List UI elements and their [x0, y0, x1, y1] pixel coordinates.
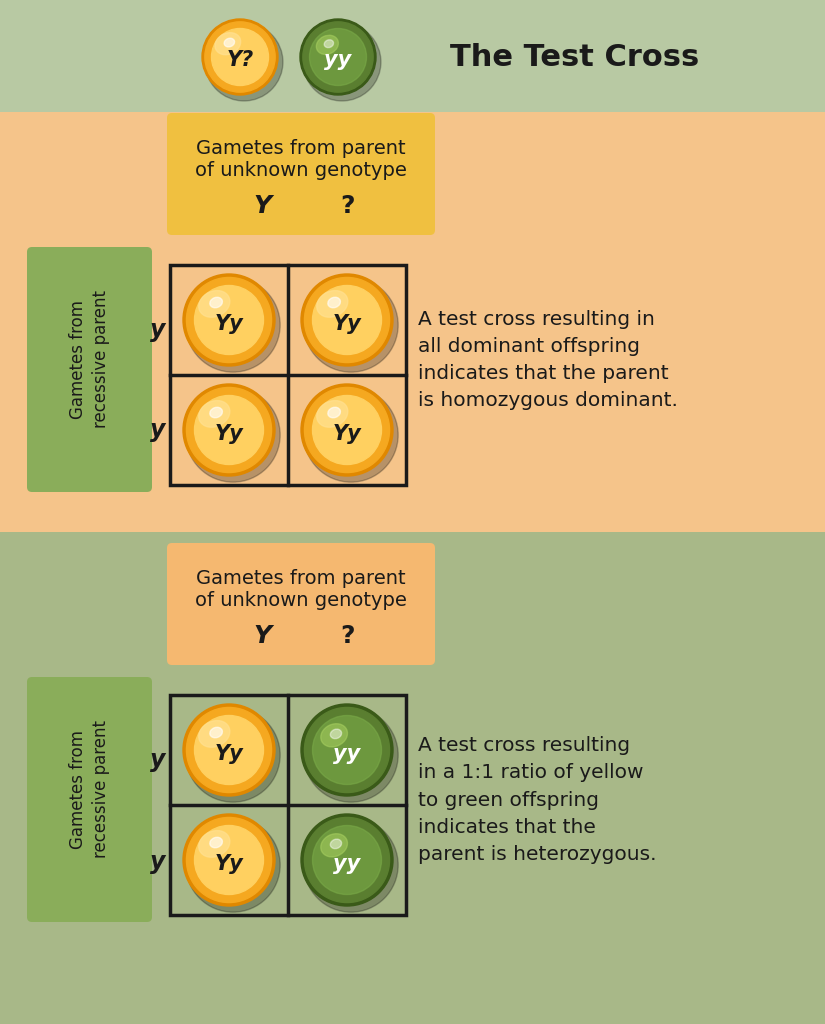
Ellipse shape: [210, 297, 223, 308]
Text: Gametes from parent: Gametes from parent: [196, 138, 406, 158]
Ellipse shape: [303, 22, 373, 92]
Ellipse shape: [330, 729, 342, 738]
Text: yy: yy: [324, 50, 351, 70]
Text: Gametes from
recessive parent: Gametes from recessive parent: [68, 721, 111, 858]
FancyBboxPatch shape: [0, 532, 825, 1024]
Ellipse shape: [215, 33, 241, 54]
Ellipse shape: [186, 817, 271, 902]
Text: Y?: Y?: [226, 50, 253, 70]
Text: Y: Y: [253, 624, 271, 648]
Ellipse shape: [183, 274, 275, 366]
Text: ?: ?: [340, 194, 355, 218]
Ellipse shape: [210, 727, 223, 737]
Ellipse shape: [317, 291, 348, 317]
Ellipse shape: [301, 705, 393, 796]
Ellipse shape: [313, 825, 381, 895]
Ellipse shape: [304, 818, 398, 912]
Text: yy: yy: [333, 743, 361, 764]
Text: Yy: Yy: [214, 854, 243, 873]
Ellipse shape: [316, 35, 338, 54]
Ellipse shape: [186, 708, 280, 802]
Text: y: y: [150, 850, 166, 874]
Ellipse shape: [313, 716, 381, 784]
Ellipse shape: [303, 24, 381, 101]
Ellipse shape: [211, 29, 268, 85]
Ellipse shape: [195, 395, 263, 465]
Ellipse shape: [224, 38, 234, 47]
Ellipse shape: [210, 408, 223, 418]
Text: Yy: Yy: [332, 313, 361, 334]
Ellipse shape: [304, 817, 389, 902]
FancyBboxPatch shape: [167, 113, 435, 234]
Text: yy: yy: [333, 854, 361, 873]
Text: Yy: Yy: [332, 424, 361, 443]
Ellipse shape: [195, 825, 263, 895]
Text: Yy: Yy: [214, 424, 243, 443]
Ellipse shape: [195, 716, 263, 784]
Ellipse shape: [301, 814, 393, 906]
Text: Gametes from
recessive parent: Gametes from recessive parent: [68, 291, 111, 428]
Ellipse shape: [301, 274, 393, 366]
Ellipse shape: [183, 814, 275, 906]
Ellipse shape: [202, 19, 278, 95]
Text: of unknown genotype: of unknown genotype: [195, 591, 407, 609]
Text: Yy: Yy: [214, 743, 243, 764]
Ellipse shape: [186, 278, 280, 372]
FancyBboxPatch shape: [27, 247, 152, 492]
Ellipse shape: [195, 286, 263, 354]
Ellipse shape: [210, 838, 223, 848]
Ellipse shape: [324, 40, 333, 48]
Ellipse shape: [330, 839, 342, 849]
Ellipse shape: [300, 19, 376, 95]
Ellipse shape: [186, 387, 271, 472]
Text: The Test Cross: The Test Cross: [450, 43, 700, 72]
FancyBboxPatch shape: [27, 677, 152, 922]
Text: y: y: [150, 748, 166, 772]
Ellipse shape: [183, 705, 275, 796]
Text: ?: ?: [340, 624, 355, 648]
Ellipse shape: [304, 387, 389, 472]
Ellipse shape: [186, 708, 271, 793]
Ellipse shape: [317, 400, 348, 427]
Ellipse shape: [301, 384, 393, 476]
Text: y: y: [150, 318, 166, 342]
Text: y: y: [150, 418, 166, 442]
Ellipse shape: [186, 278, 271, 362]
FancyBboxPatch shape: [170, 695, 406, 915]
Ellipse shape: [199, 830, 230, 857]
Ellipse shape: [205, 22, 276, 92]
Text: A test cross resulting in
all dominant offspring
indicates that the parent
is ho: A test cross resulting in all dominant o…: [418, 309, 678, 411]
Ellipse shape: [199, 291, 230, 317]
Ellipse shape: [313, 286, 381, 354]
Ellipse shape: [304, 708, 389, 793]
Ellipse shape: [309, 29, 366, 85]
Text: A test cross resulting
in a 1:1 ratio of yellow
to green offspring
indicates tha: A test cross resulting in a 1:1 ratio of…: [418, 736, 657, 864]
Ellipse shape: [304, 278, 389, 362]
Ellipse shape: [205, 24, 283, 101]
Text: Gametes from parent: Gametes from parent: [196, 568, 406, 588]
Ellipse shape: [313, 395, 381, 465]
FancyBboxPatch shape: [167, 543, 435, 665]
Ellipse shape: [304, 388, 398, 482]
Ellipse shape: [183, 384, 275, 476]
Ellipse shape: [328, 297, 341, 308]
Ellipse shape: [304, 278, 398, 372]
Text: Yy: Yy: [214, 313, 243, 334]
Ellipse shape: [304, 708, 398, 802]
FancyBboxPatch shape: [0, 0, 825, 112]
Ellipse shape: [199, 400, 230, 427]
FancyBboxPatch shape: [170, 265, 406, 485]
FancyBboxPatch shape: [0, 112, 825, 532]
Text: Y: Y: [253, 194, 271, 218]
Ellipse shape: [186, 388, 280, 482]
Ellipse shape: [328, 408, 341, 418]
Ellipse shape: [199, 721, 230, 748]
Ellipse shape: [321, 834, 347, 857]
Text: of unknown genotype: of unknown genotype: [195, 161, 407, 179]
Ellipse shape: [321, 724, 347, 746]
Ellipse shape: [186, 818, 280, 912]
